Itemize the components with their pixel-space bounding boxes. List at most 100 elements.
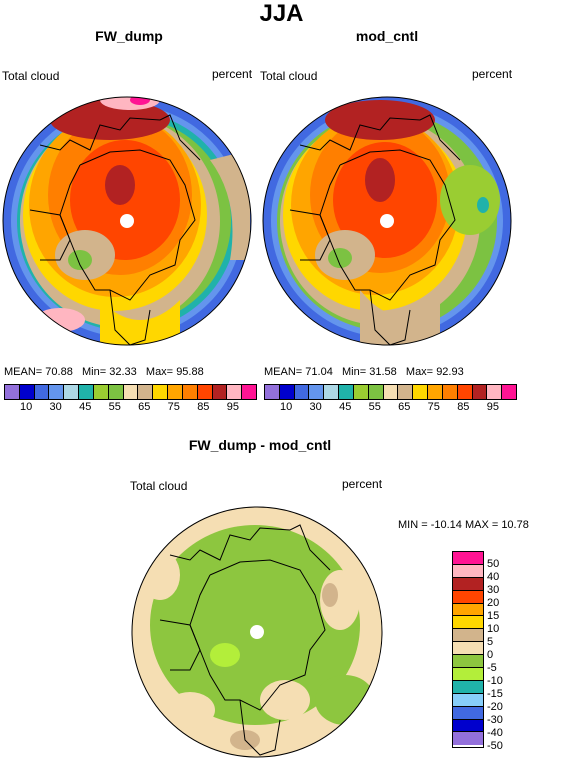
- right-colorbar-ticks: 10 30 45 55 65 75 85 95: [264, 401, 515, 415]
- left-units-label: percent: [212, 67, 253, 81]
- colorbar-tick-label: 95: [486, 401, 499, 413]
- left-mean-label: MEAN=: [4, 366, 43, 378]
- colorbar-tick-label: 95: [226, 401, 239, 413]
- colorbar-tick-label: 40: [487, 571, 500, 583]
- colorbar-tick-label: 10: [280, 401, 293, 413]
- colorbar-tick-label: 45: [339, 401, 352, 413]
- colorbar-tick-label: -50: [487, 740, 503, 752]
- colorbar-swatch: [108, 385, 124, 399]
- colorbar-swatch: [453, 668, 483, 681]
- right-colorbar: [264, 384, 517, 400]
- colorbar-swatch: [34, 385, 50, 399]
- colorbar-tick-label: 55: [368, 401, 381, 413]
- colorbar-tick-label: 30: [49, 401, 62, 413]
- colorbar-swatch: [453, 616, 483, 630]
- right-panel-title: mod_cntl: [355, 28, 419, 44]
- colorbar-swatch: [265, 385, 280, 399]
- left-min-label: Min=: [81, 366, 107, 378]
- right-min-value: 31.58: [369, 366, 397, 378]
- colorbar-tick-label: 75: [427, 401, 440, 413]
- colorbar-swatch: [64, 385, 80, 399]
- left-max-value: 95.88: [176, 366, 204, 378]
- main-title: JJA: [259, 0, 304, 27]
- colorbar-swatch: [453, 655, 483, 669]
- colorbar-swatch: [309, 385, 325, 399]
- colorbar-swatch: [428, 385, 443, 399]
- colorbar-swatch: [368, 385, 384, 399]
- colorbar-tick-label: -15: [487, 688, 503, 700]
- colorbar-swatch: [49, 385, 65, 399]
- left-panel-title: FW_dump: [95, 28, 163, 44]
- colorbar-swatch: [472, 385, 488, 399]
- colorbar-tick-label: 85: [457, 401, 470, 413]
- diff-colorbar: [452, 551, 484, 748]
- diff-minmax: MIN = -10.14 MAX = 10.78: [398, 519, 529, 531]
- colorbar-swatch: [212, 385, 228, 399]
- colorbar-swatch: [197, 385, 213, 399]
- colorbar-tick-label: 20: [487, 597, 500, 609]
- diff-variable-label: Total cloud: [130, 479, 188, 493]
- colorbar-tick-label: -20: [487, 701, 503, 713]
- colorbar-swatch: [242, 385, 257, 399]
- colorbar-swatch: [5, 385, 20, 399]
- left-variable-label: Total cloud: [2, 69, 60, 83]
- colorbar-tick-label: 85: [197, 401, 210, 413]
- colorbar-tick-label: 0: [487, 649, 494, 661]
- right-units-label: percent: [472, 67, 513, 81]
- colorbar-swatch: [457, 385, 473, 399]
- colorbar-swatch: [453, 577, 483, 591]
- colorbar-tick-label: -10: [487, 675, 503, 687]
- colorbar-swatch: [324, 385, 340, 399]
- colorbar-tick-label: 5: [487, 636, 494, 648]
- colorbar-swatch: [93, 385, 109, 399]
- colorbar-tick-label: 45: [79, 401, 92, 413]
- right-stats: MEAN= 71.04 Min= 31.58 Max= 92.93: [264, 366, 464, 379]
- colorbar-tick-label: 10: [487, 623, 500, 635]
- colorbar-tick-label: -5: [487, 662, 497, 674]
- colorbar-swatch: [339, 385, 354, 399]
- right-variable-label: Total cloud: [260, 69, 318, 83]
- colorbar-swatch: [453, 552, 483, 565]
- colorbar-swatch: [168, 385, 183, 399]
- colorbar-swatch: [453, 693, 483, 707]
- colorbar-tick-label: 65: [398, 401, 411, 413]
- left-max-label: Max=: [145, 366, 174, 378]
- colorbar-tick-label: 10: [20, 401, 33, 413]
- colorbar-swatch: [453, 732, 483, 746]
- diff-units-label: percent: [342, 477, 383, 491]
- colorbar-swatch: [138, 385, 154, 399]
- colorbar-tick-label: 50: [487, 558, 500, 570]
- right-max-label: Max=: [405, 366, 434, 378]
- right-max-value: 92.93: [436, 366, 464, 378]
- colorbar-swatch: [487, 385, 503, 399]
- colorbar-swatch: [182, 385, 198, 399]
- colorbar-swatch: [398, 385, 414, 399]
- colorbar-tick-label: 75: [167, 401, 180, 413]
- colorbar-tick-label: 15: [487, 610, 500, 622]
- colorbar-swatch: [502, 385, 517, 399]
- colorbar-swatch: [453, 564, 483, 578]
- colorbar-swatch: [453, 603, 483, 617]
- left-colorbar: [4, 384, 257, 400]
- colorbar-swatch: [453, 642, 483, 656]
- right-min-label: Min=: [341, 366, 367, 378]
- colorbar-swatch: [153, 385, 169, 399]
- colorbar-swatch: [279, 385, 295, 399]
- colorbar-tick-label: 30: [487, 584, 500, 596]
- colorbar-tick-label: 65: [138, 401, 151, 413]
- colorbar-swatch: [453, 706, 483, 720]
- colorbar-swatch: [413, 385, 429, 399]
- diff-colorbar-ticks: 50 40 30 20 15 10 5 0 -5 -10 -15 -20 -30 -40 -50: [487, 551, 547, 752]
- colorbar-tick-label: 30: [309, 401, 322, 413]
- colorbar-swatch: [227, 385, 243, 399]
- colorbar-swatch: [19, 385, 35, 399]
- colorbar-swatch: [353, 385, 369, 399]
- left-min-value: 32.33: [109, 366, 137, 378]
- colorbar-tick-label: 55: [108, 401, 121, 413]
- diff-panel-title: FW_dump - mod_cntl: [188, 437, 332, 453]
- colorbar-swatch: [294, 385, 310, 399]
- colorbar-swatch: [123, 385, 139, 399]
- right-mean-value: 71.04: [305, 366, 333, 378]
- colorbar-swatch: [383, 385, 399, 399]
